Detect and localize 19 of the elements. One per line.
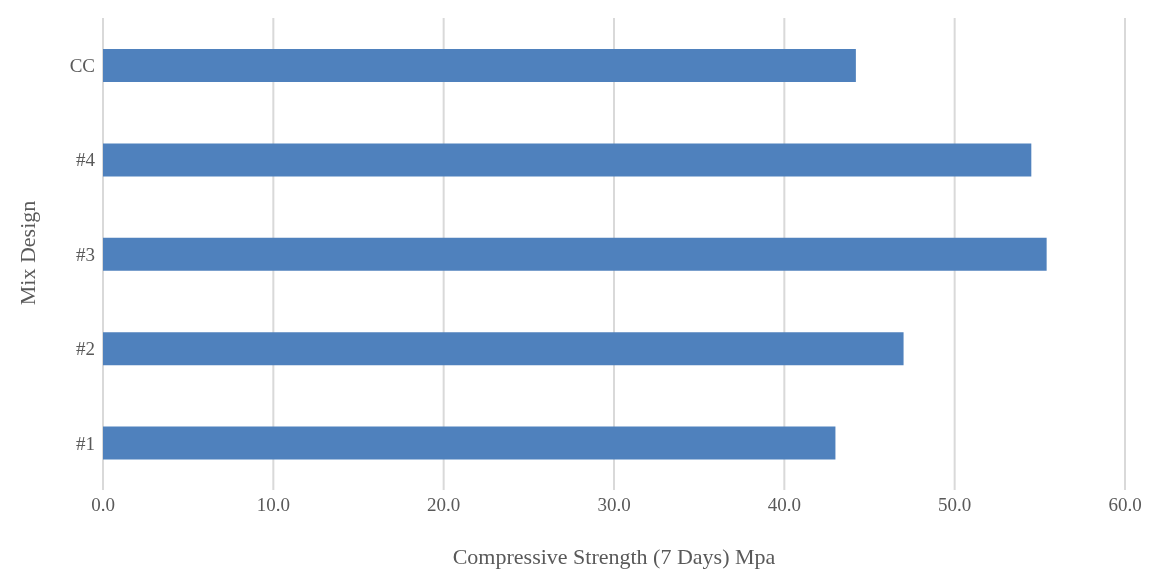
y-axis-title: Mix Design xyxy=(15,200,41,306)
x-axis-title: Compressive Strength (7 Days) Mpa xyxy=(451,544,777,570)
x-tick-label: 30.0 xyxy=(597,494,631,516)
y-tick-label: #1 xyxy=(76,432,95,454)
bar xyxy=(103,237,1047,271)
x-tick-label: 10.0 xyxy=(256,494,290,516)
x-tick-label: 20.0 xyxy=(427,494,461,516)
bar xyxy=(103,49,856,82)
x-tick-label: 40.0 xyxy=(767,494,801,516)
y-tick-label: #3 xyxy=(76,243,95,265)
x-tick-label: 50.0 xyxy=(938,494,972,516)
bar xyxy=(103,426,836,460)
y-tick-label: CC xyxy=(69,54,95,76)
y-tick-label: #2 xyxy=(76,338,95,360)
y-tick-label: #4 xyxy=(76,149,96,171)
bar xyxy=(103,143,1032,177)
bar xyxy=(103,332,904,366)
x-tick-label: 0.0 xyxy=(91,494,115,516)
x-tick-label: 60.0 xyxy=(1108,494,1142,516)
